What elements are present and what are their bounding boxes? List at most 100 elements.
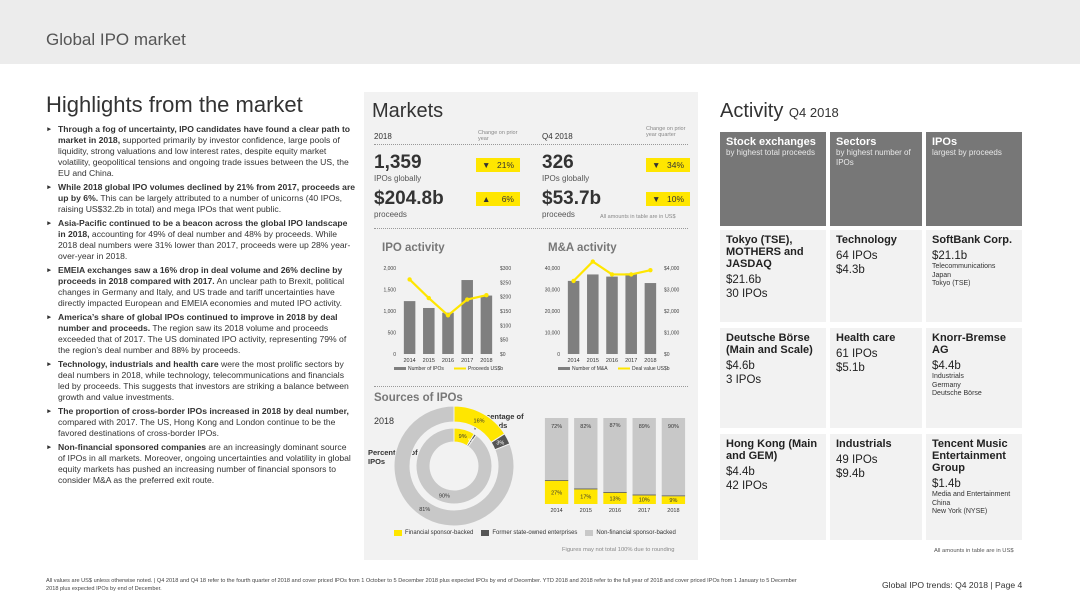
y-tick-right: $3,000 <box>664 288 680 294</box>
down-arrow-icon: ▼ <box>652 160 661 170</box>
outer-label: 81% <box>419 507 430 513</box>
figures-note: Figures may not total 100% due to roundi… <box>562 547 675 553</box>
markets-panel: Markets 2018 Change on prior year Q4 201… <box>364 92 698 560</box>
highlight-item: Non-financial sponsored companies are an… <box>46 442 356 486</box>
activity-cell-value2: $4.3b <box>836 264 865 276</box>
stack-label: 10% <box>639 498 650 504</box>
line-point <box>484 293 489 298</box>
col2-proceeds-value: $53.7b <box>542 188 602 209</box>
col2-ipos-change: ▼ 34% <box>646 158 690 172</box>
y-tick-left: 1,500 <box>383 288 396 294</box>
stack-label: 87% <box>609 423 620 429</box>
ipo-activity-title: IPO activity <box>382 242 445 254</box>
bar <box>625 273 637 354</box>
inner-label: 90% <box>439 493 450 499</box>
legend-label: Number of IPOs <box>408 366 444 372</box>
bar <box>606 276 618 354</box>
y-tick-right: $100 <box>500 323 511 329</box>
y-tick-right: $300 <box>500 266 511 272</box>
stack-label: 17% <box>580 495 591 501</box>
line-point <box>648 267 653 273</box>
highlight-text: supported primarily by investor confiden… <box>58 135 349 178</box>
divider <box>374 386 688 387</box>
y-tick-right: $4,000 <box>664 266 680 272</box>
line-point <box>571 278 576 284</box>
stack-segment <box>632 495 656 504</box>
legend-label: Non-financial sponsor-backed <box>596 530 676 536</box>
markets-title: Markets <box>372 100 444 122</box>
legend-label: Financial sponsor-backed <box>405 530 474 536</box>
stack-segment <box>574 488 598 490</box>
inner-label: 9% <box>459 434 467 440</box>
down-arrow-icon: ▼ <box>652 194 661 204</box>
activity-title: Activity Q4 2018 <box>720 100 839 122</box>
x-tick-label: 2015 <box>423 358 435 364</box>
legend-swatch <box>454 367 466 370</box>
stack-label: 89% <box>639 424 650 430</box>
y-tick-right: $250 <box>500 280 511 286</box>
stack-label: 82% <box>580 424 591 430</box>
highlight-bold: EMEIA exchanges saw a 16% drop in deal v… <box>58 265 343 286</box>
x-tick-label: 2015 <box>587 358 599 364</box>
legend-swatch <box>585 530 594 536</box>
activity-cell-name: Tokyo (TSE), MOTHERS and JASDAQ <box>726 234 804 270</box>
highlight-bold: Asia-Pacific continued to be a beacon ac… <box>58 218 348 239</box>
y-tick-left: 20,000 <box>545 309 561 315</box>
y-tick-right: $50 <box>500 338 509 344</box>
x-tick-label: 2017 <box>461 358 473 364</box>
sources-legend: Financial sponsor-backed Former state-own… <box>394 530 676 536</box>
highlight-item: EMEIA exchanges saw a 16% drop in deal v… <box>46 265 356 309</box>
highlights-list: Through a fog of uncertainty, IPO candid… <box>46 124 356 489</box>
stack-segment <box>574 489 598 504</box>
activity-cell: Deutsche Börse (Main and Scale) $4.6b 3 IP… <box>720 328 826 428</box>
activity-cell: Tencent Music Entertainment Group $1.4b Me… <box>926 434 1022 540</box>
legend-label: Number of M&A <box>572 366 608 372</box>
highlight-text: An unclear path to Brexit, political cha… <box>58 276 345 308</box>
stack-segment <box>661 495 686 497</box>
line-point <box>609 272 615 277</box>
highlight-text: The region saw its 2018 volume and proce… <box>58 323 347 355</box>
highlight-text: were the most prolific sectors by deal n… <box>58 359 349 402</box>
activity-cell-detail: Media and Entertainment China New York (… <box>932 491 1011 515</box>
highlight-item: Technology, industrials and health care … <box>46 359 356 403</box>
line-point <box>629 272 634 277</box>
footnote: All values are US$ unless otherwise note… <box>46 578 797 592</box>
y-tick-left: 2,000 <box>383 266 396 272</box>
activity-header: Sectors by highest number of IPOs <box>830 132 922 226</box>
activity-cell-value: $1.4b <box>932 478 961 490</box>
down-arrow-icon: ▼ <box>482 160 491 170</box>
activity-cell-name: Deutsche Börse (Main and Scale) <box>726 332 813 356</box>
x-tick-label: 2014 <box>567 358 579 364</box>
stack-segment <box>632 494 656 496</box>
bar <box>442 312 454 354</box>
activity-cell: SoftBank Corp. $21.1b Telecommunications J… <box>926 230 1022 322</box>
legend-swatch <box>394 367 406 370</box>
line-point <box>426 295 431 301</box>
activity-cell-value: 61 IPOs <box>836 348 878 360</box>
highlight-bold: America’s share of global IPOs continued… <box>58 312 338 333</box>
col1-proceeds-label: proceeds <box>374 210 407 219</box>
highlight-bold: Technology, industrials and health care <box>58 359 219 369</box>
stack-segment <box>544 418 569 480</box>
page-header-title: Global IPO market <box>46 30 186 49</box>
activity-panel: Activity Q4 2018 Stock exchanges by highe… <box>708 92 1034 560</box>
stack-label: 27% <box>551 490 562 496</box>
x-tick-label: 2018 <box>667 508 679 514</box>
activity-cell-value: $21.6b <box>726 274 762 286</box>
highlight-text: accounting for 49% of deal number and 48… <box>58 229 351 261</box>
x-tick-label: 2016 <box>609 508 621 514</box>
col1-change-label: Change on prior year <box>478 130 518 142</box>
line-point <box>465 297 470 302</box>
bar <box>587 274 599 354</box>
sources-title: Sources of IPOs <box>374 392 463 404</box>
legend-item: Former state-owned enterprises <box>481 530 577 536</box>
stack-segment <box>603 492 627 504</box>
y-tick-left: 30,000 <box>545 288 561 294</box>
activity-cell-name: Tencent Music Entertainment Group <box>932 438 1008 474</box>
activity-header-sub: by highest total proceeds <box>726 148 815 157</box>
stack-segment <box>661 418 686 496</box>
y-tick-left: 0 <box>557 352 560 358</box>
col1-proceeds-value: $204.8b <box>374 188 444 209</box>
y-tick-right: $0 <box>664 352 670 358</box>
bar <box>480 295 493 354</box>
